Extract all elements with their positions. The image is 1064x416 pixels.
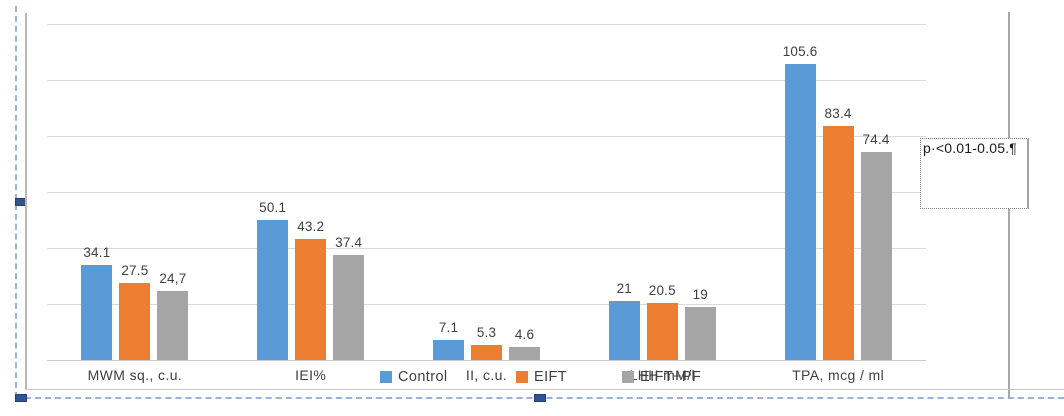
bar-eift-pf[interactable]	[509, 347, 540, 360]
legend-label: EIFT+PF	[640, 369, 702, 385]
gridline	[47, 304, 926, 305]
legend-swatch-icon	[380, 371, 392, 383]
bar-eift[interactable]	[295, 239, 327, 360]
bar-control[interactable]	[257, 219, 289, 360]
gridline	[47, 192, 926, 193]
data-label: 5.3	[476, 325, 497, 341]
gridline	[47, 136, 926, 137]
category-label: TPA, mcg / ml	[792, 367, 885, 383]
category-label: MWM sq., c.u.	[87, 367, 183, 383]
data-label: 20.5	[648, 282, 676, 298]
bar-eift[interactable]	[119, 283, 151, 360]
data-label: 7.1	[438, 320, 459, 336]
legend-label: Control	[398, 369, 448, 385]
chart-frame-bottom	[25, 389, 1064, 390]
gridline	[47, 248, 926, 249]
legend-swatch-icon	[622, 371, 634, 383]
legend-entry-eift-pf[interactable]: EIFT+PF	[622, 369, 701, 385]
x-axis-line	[47, 360, 926, 361]
bar-control[interactable]	[433, 340, 464, 360]
legend-entry-eift[interactable]: EIFT	[516, 369, 567, 385]
data-label: 19	[692, 286, 708, 302]
bar-eift-pf[interactable]	[684, 306, 716, 360]
pvalue-text: p·<0.01-0.05.¶	[923, 140, 1017, 156]
bar-eift-pf[interactable]	[333, 255, 365, 360]
category-label: II, c.u.	[465, 367, 508, 383]
data-label: 74.4	[862, 131, 890, 147]
bar-control[interactable]	[81, 264, 113, 360]
data-label: 27.5	[121, 263, 149, 278]
bar-control[interactable]	[608, 301, 640, 360]
bar-control[interactable]	[784, 64, 816, 360]
bar-eift-pf[interactable]	[157, 290, 189, 360]
pvalue-textbox[interactable]: p·<0.01-0.05.¶	[920, 138, 1029, 209]
bar-eift[interactable]	[646, 302, 678, 360]
resize-handle-bottom-center[interactable]	[534, 394, 546, 402]
plot-area[interactable]: 34.1 27.5 24,7 50.1 43.2 37.4 7.1 5.3 4.6 21 20.5 1…	[47, 24, 926, 361]
data-label: 34.1	[83, 244, 111, 260]
data-label: 24,7	[159, 270, 187, 286]
category-label: IEI%	[295, 367, 327, 383]
legend-swatch-icon	[516, 371, 528, 383]
data-label: 4.6	[514, 327, 535, 343]
data-label: 37.4	[335, 235, 363, 251]
data-label: 43.2	[297, 219, 325, 235]
bar-eift[interactable]	[822, 126, 854, 360]
category-label: LHH mM/l	[629, 367, 695, 383]
gridline	[47, 80, 926, 81]
chart-frame-left	[25, 13, 27, 390]
legend-entry-control[interactable]: Control	[380, 369, 448, 385]
data-label: 50.1	[259, 199, 287, 215]
data-label: 105.6	[782, 44, 818, 60]
data-label: 21	[616, 281, 632, 297]
bar-eift-pf[interactable]	[860, 151, 892, 360]
resize-handle-bottom-left[interactable]	[15, 394, 27, 402]
data-label: 83.4	[824, 106, 852, 122]
gridline	[47, 24, 926, 25]
legend-label: EIFT	[534, 369, 568, 385]
bar-eift[interactable]	[471, 345, 502, 360]
